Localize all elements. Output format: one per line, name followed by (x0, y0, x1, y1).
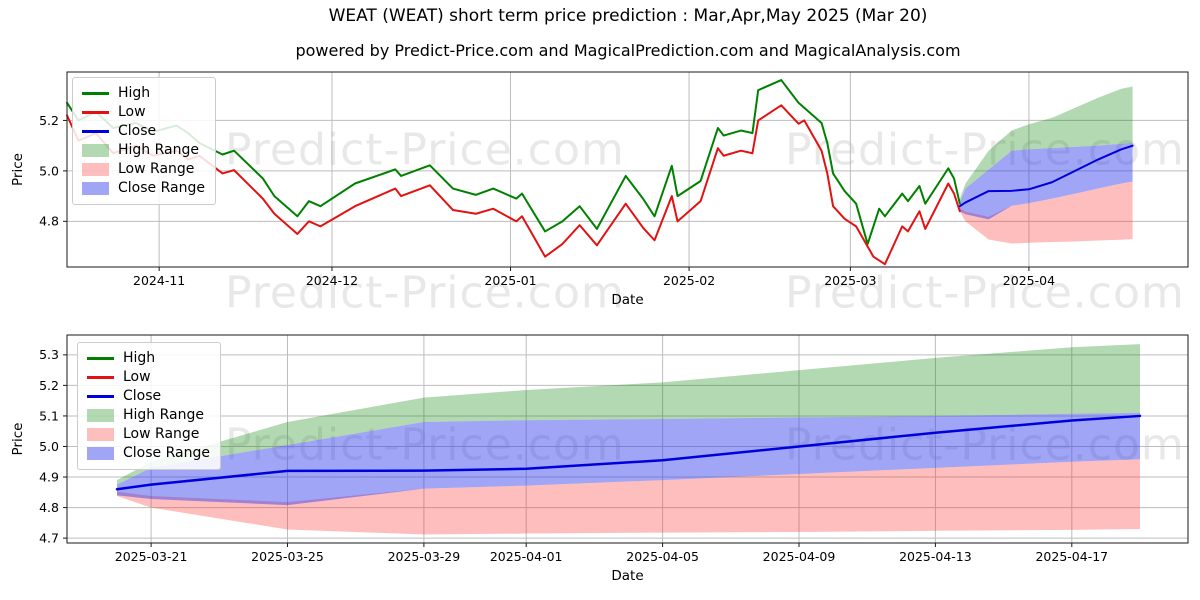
x-tick-label: 2025-03-25 (251, 549, 324, 564)
close-range-band (959, 143, 1133, 220)
legend-label: High Range (118, 142, 199, 158)
legend-label: High (123, 350, 156, 366)
low-range-band (959, 181, 1133, 244)
legend-item-high-range: High Range (82, 141, 205, 160)
legend-item-low: Low (87, 368, 210, 387)
legend-label: Low (118, 104, 146, 120)
y-tick-label: 5.1 (39, 408, 59, 423)
low-range-band (117, 459, 1140, 535)
legend-label: Low Range (118, 161, 195, 177)
close-line (958, 144, 1134, 208)
x-tick-label: 2024-12 (306, 273, 358, 288)
legend-label: Close Range (118, 180, 205, 196)
x-tick-label: 2024-11 (133, 273, 185, 288)
high-range-swatch-icon (82, 144, 109, 157)
close-swatch-icon (82, 130, 109, 133)
legend-label: High (118, 85, 151, 101)
y-axis-label: Price (10, 153, 26, 186)
legend-item-close-range: Close Range (82, 179, 205, 198)
legend-item-high: High (82, 84, 205, 103)
close-line (115, 414, 1142, 491)
y-tick-label: 5.3 (39, 347, 59, 362)
grid-lines (67, 335, 1188, 543)
legend-item-high-range: High Range (87, 406, 210, 425)
x-tick-label: 2025-03-29 (388, 549, 461, 564)
high-range-swatch-icon (87, 409, 114, 422)
y-axis-label: Price (10, 423, 26, 456)
forecast-detail-chart: 4.7 4.8 4.9 5.0 5.1 5.2 5.3 2025-03-21 2025-03-2… (10, 334, 1189, 584)
legend-item-high: High (87, 349, 210, 368)
x-tick-label: 2025-04-09 (763, 549, 836, 564)
x-tick-label: 2025-04-01 (490, 549, 563, 564)
x-axis-label: Date (611, 292, 643, 308)
y-tick-label: 5.2 (39, 378, 59, 393)
y-tick-label: 5.0 (39, 163, 59, 178)
axes-frame (66, 71, 1189, 268)
close-swatch-icon (87, 395, 114, 398)
high-swatch-icon (87, 357, 114, 360)
y-tick-label: 5.2 (39, 113, 59, 128)
legend-label: Close (123, 388, 162, 404)
x-tick-label: 2025-02 (663, 273, 715, 288)
legend-item-close: Close (82, 122, 205, 141)
low-line (66, 104, 961, 266)
y-tick-label: 5.0 (39, 439, 59, 454)
close-range-swatch-icon (82, 182, 109, 195)
x-tick-label: 2025-04-13 (899, 549, 972, 564)
chart-subtitle: powered by Predict-Price.com and Magical… (295, 41, 961, 60)
high-line (66, 79, 961, 246)
x-tick-label: 2025-04-05 (626, 549, 699, 564)
low-swatch-icon (87, 376, 114, 379)
low-range-swatch-icon (87, 428, 114, 441)
legend-item-low-range: Low Range (87, 425, 210, 444)
high-range-band (959, 86, 1133, 203)
low-swatch-icon (82, 111, 109, 114)
legend-label: High Range (123, 407, 204, 423)
legend-forecast-detail: High Low Close High Range Low Range Close Ran… (77, 342, 221, 470)
y-tick-label: 4.9 (39, 469, 59, 484)
high-swatch-icon (82, 92, 109, 95)
y-tick-label: 4.7 (39, 530, 59, 545)
tick-labels: 4.8 5.0 5.2 2024-11 2024-12 2025-01 2025-02 202… (39, 113, 1055, 288)
legend-label: Close Range (123, 445, 210, 461)
x-axis-label: Date (611, 568, 643, 584)
legend-item-low: Low (82, 103, 205, 122)
history-and-forecast-chart: 4.8 5.0 5.2 2024-11 2024-12 2025-01 2025-02 202… (10, 71, 1189, 308)
x-tick-label: 2025-03 (824, 273, 876, 288)
x-tick-label: 2025-04 (1003, 273, 1055, 288)
legend-label: Low Range (123, 426, 200, 442)
high-range-band (117, 344, 1140, 485)
close-range-swatch-icon (87, 447, 114, 460)
legend-item-low-range: Low Range (82, 160, 205, 179)
legend-label: Low (123, 369, 151, 385)
y-tick-label: 4.8 (39, 500, 59, 515)
legend-history-and-forecast: High Low Close High Range Low Range Close Ran… (72, 77, 216, 205)
x-tick-label: 2025-04-17 (1035, 549, 1108, 564)
y-tick-label: 4.8 (39, 214, 59, 229)
x-tick-label: 2025-01 (484, 273, 536, 288)
low-range-swatch-icon (82, 163, 109, 176)
close-range-band (117, 412, 1140, 506)
legend-item-close-range: Close Range (87, 444, 210, 463)
axes-frame (66, 334, 1189, 544)
x-tick-label: 2025-03-21 (115, 549, 188, 564)
legend-item-close: Close (87, 387, 210, 406)
tick-labels: 4.7 4.8 4.9 5.0 5.1 5.2 5.3 2025-03-21 2025-03-2… (39, 347, 1108, 564)
legend-label: Close (118, 123, 157, 139)
chart-title: WEAT (WEAT) short term price prediction … (328, 6, 928, 26)
